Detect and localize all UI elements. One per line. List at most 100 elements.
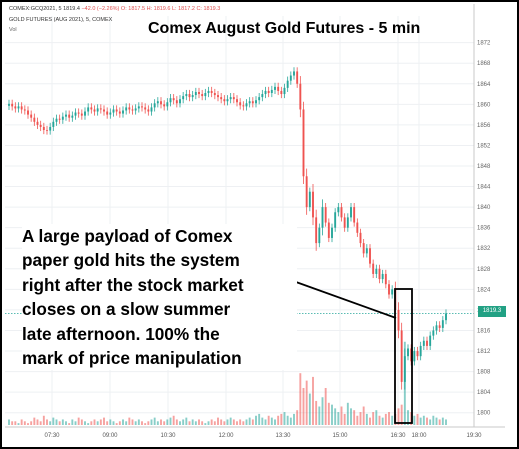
candle-body	[321, 207, 324, 228]
volume-bar	[255, 415, 257, 425]
volume-bar	[8, 419, 10, 425]
candle-body	[213, 93, 216, 96]
volume-bar	[296, 410, 299, 425]
volume-bar	[194, 421, 197, 425]
candle-body	[397, 309, 400, 331]
volume-bar	[321, 397, 324, 425]
candle-body	[147, 109, 150, 112]
candle-body	[131, 109, 134, 111]
x-tick-label: 15:00	[332, 433, 348, 439]
volume-bar	[42, 415, 45, 425]
candle-body	[416, 351, 419, 357]
volume-bar	[201, 421, 204, 425]
candle-body	[109, 112, 112, 115]
candle-body	[14, 106, 17, 109]
y-tick-label: 1860	[477, 102, 491, 108]
volume-bar	[185, 417, 188, 425]
candle-body	[182, 96, 185, 100]
candle-body	[112, 109, 115, 113]
y-tick-label: 1848	[477, 164, 491, 170]
candle-body	[103, 109, 105, 112]
candle-body	[141, 106, 143, 108]
volume-bar	[280, 413, 283, 425]
candle-body	[125, 107, 128, 111]
candle-body	[128, 107, 131, 110]
candle-body	[327, 222, 330, 238]
candle-body	[258, 97, 261, 101]
volume-bar	[80, 419, 83, 425]
volume-bar	[96, 421, 99, 425]
candle-body	[134, 108, 137, 111]
volume-bar	[232, 419, 235, 425]
candle-body	[248, 101, 251, 104]
candle-body	[99, 108, 102, 110]
annotation-text: A large payload of Comex paper gold hits…	[22, 224, 297, 371]
volume-bar	[388, 412, 390, 425]
candle-body	[49, 126, 52, 131]
last-price-badge: 1819.3	[478, 306, 506, 317]
candle-body	[407, 348, 409, 357]
candle-body	[87, 107, 90, 112]
candle-body	[201, 94, 204, 97]
candle-body	[324, 207, 327, 223]
candle-body	[343, 217, 346, 228]
volume-bar	[438, 419, 441, 425]
candle-body	[8, 103, 10, 106]
x-tick-label: 09:00	[102, 433, 118, 439]
volume-bar	[267, 415, 270, 425]
candle-body	[115, 109, 118, 112]
candle-body	[270, 89, 273, 94]
volume-bar	[327, 402, 330, 425]
x-tick-label: 10:30	[160, 433, 176, 439]
candle-body	[185, 94, 188, 97]
candle-body	[305, 176, 308, 208]
volume-bar	[118, 421, 121, 425]
candle-body	[340, 207, 343, 218]
volume-bar	[422, 415, 425, 425]
volume-bar	[169, 417, 172, 425]
volume-bar	[68, 423, 71, 425]
volume-bar	[122, 419, 124, 425]
volume-bar	[141, 421, 143, 425]
volume-bar	[65, 421, 67, 425]
y-tick-label: 1828	[477, 267, 491, 273]
candle-body	[27, 110, 29, 115]
y-tick-label: 1804	[477, 390, 491, 396]
annotation-line: paper gold hits the system	[22, 250, 240, 271]
volume-bar	[258, 413, 261, 425]
volume-bar	[11, 421, 14, 425]
volume-bar	[179, 421, 181, 425]
annotation-line: closes on a slow summer	[22, 299, 231, 320]
candle-body	[236, 99, 238, 103]
candle-body	[106, 111, 109, 115]
x-tick-label: 19:30	[466, 433, 482, 439]
candle-body	[77, 112, 80, 114]
volume-bar	[353, 410, 356, 425]
volume-bar	[283, 412, 286, 425]
candle-body	[261, 94, 264, 98]
volume-bar	[346, 402, 349, 425]
annotation-line: late afternoon. 100% the	[22, 323, 220, 344]
volume-bar	[36, 419, 39, 425]
candle-body	[220, 97, 223, 100]
candle-body	[166, 102, 169, 107]
volume-bar	[274, 419, 276, 425]
candle-body	[384, 273, 387, 285]
volume-bar	[331, 404, 333, 425]
candle-body	[226, 99, 229, 102]
y-tick-label: 1856	[477, 123, 491, 129]
volume-bar	[315, 400, 318, 425]
volume-bar	[182, 419, 185, 425]
candle-body	[391, 289, 394, 295]
volume-bar	[239, 419, 242, 425]
candle-body	[90, 107, 93, 110]
y-tick-label: 1864	[477, 82, 491, 88]
volume-bar	[229, 417, 232, 425]
candle-body	[264, 90, 267, 95]
volume-bar	[163, 421, 166, 425]
candle-body	[210, 90, 213, 94]
volume-bar	[286, 415, 289, 425]
candle-body	[74, 112, 77, 116]
volume-bar	[293, 413, 295, 425]
ohlc-values: O: 1817.5 H: 1819.6 L: 1817.2 C: 1819.3	[120, 6, 221, 12]
